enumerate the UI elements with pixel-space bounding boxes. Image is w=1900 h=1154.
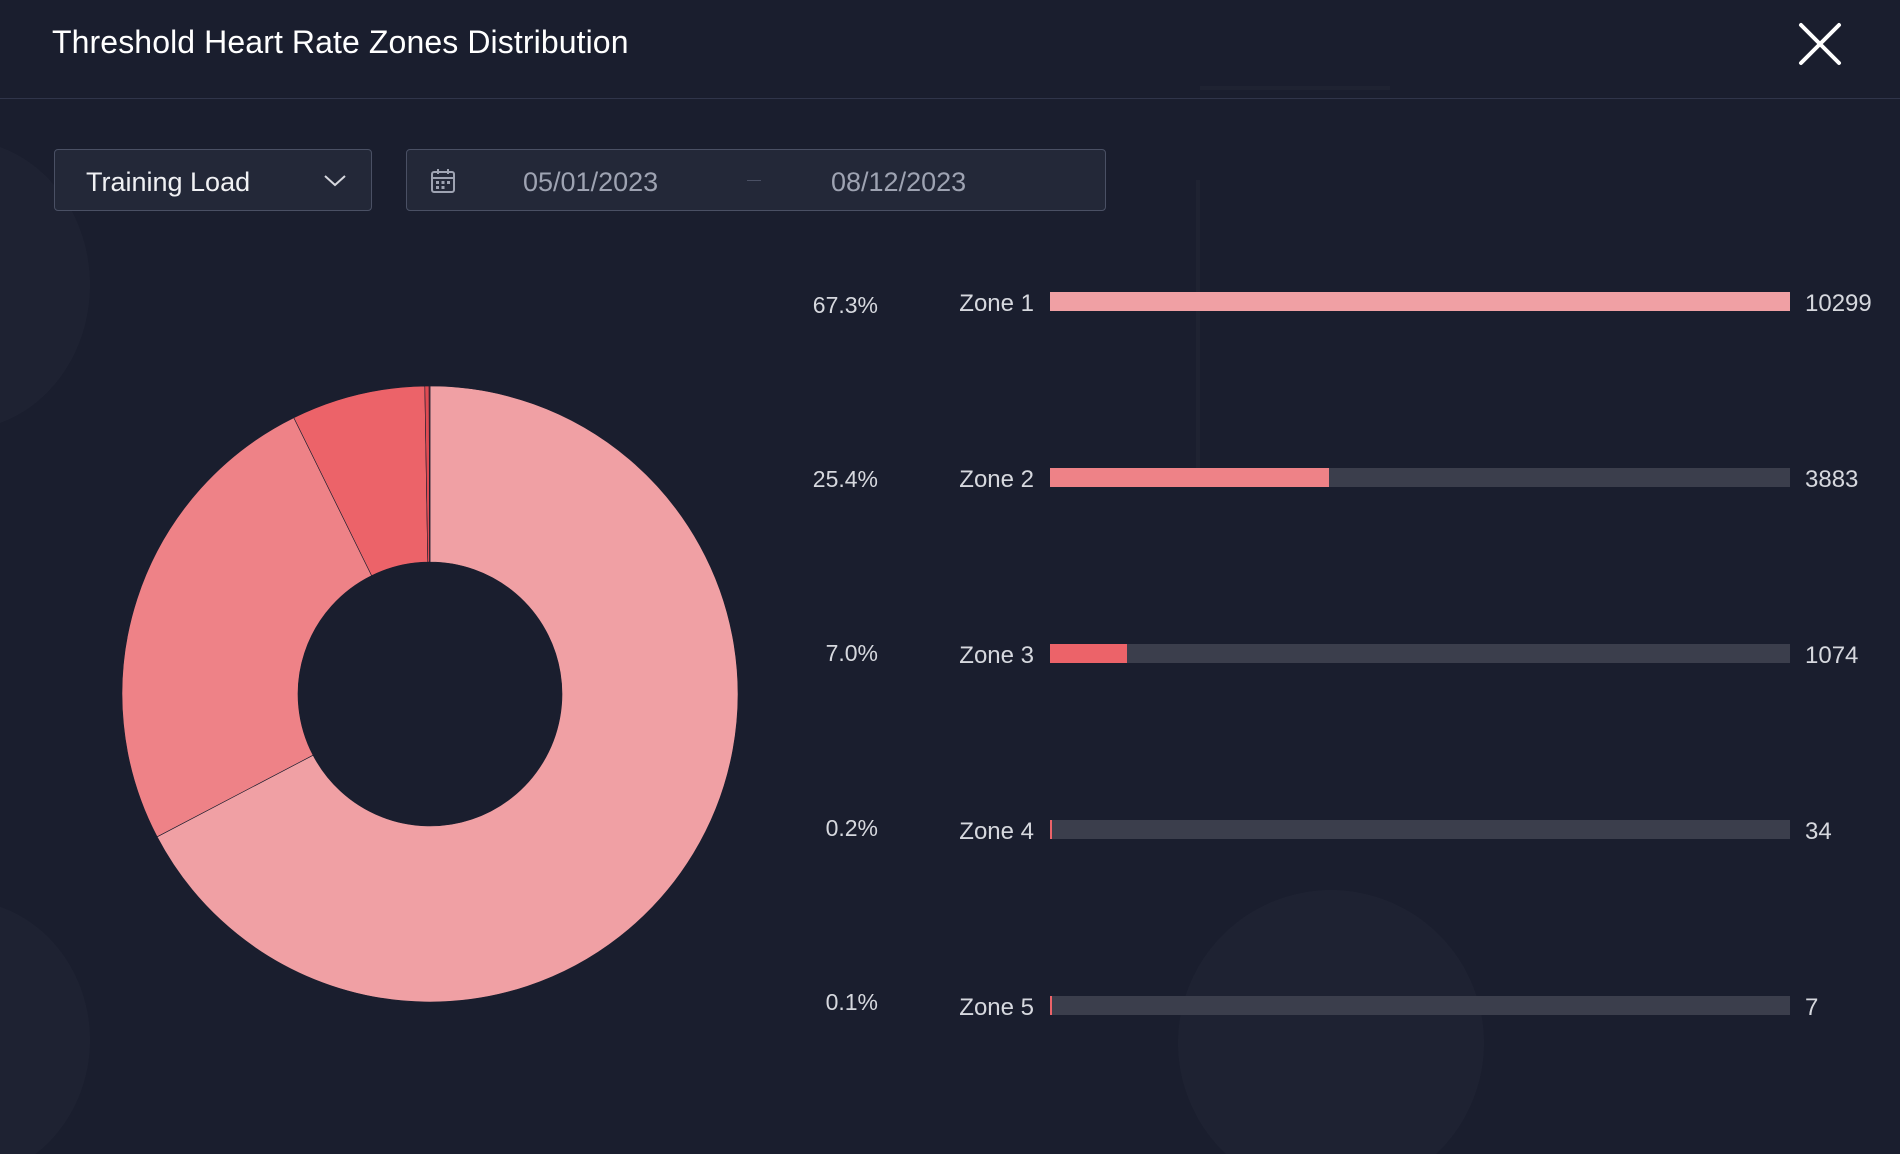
zone-5-bar [1050, 996, 1052, 1015]
zone-4-bar [1050, 820, 1053, 839]
zone-4-track [1050, 820, 1790, 839]
metric-select[interactable]: Training Load [54, 149, 372, 211]
zone-4-value: 34 [1805, 818, 1832, 845]
close-button[interactable] [1794, 18, 1846, 70]
metric-select-value: Training Load [86, 167, 251, 197]
donut-slice-zone-1 [156, 385, 739, 1003]
zone-3-label: Zone 3 [959, 642, 1034, 669]
zone-4-percent: 0.2% [825, 815, 878, 841]
calendar-icon [431, 169, 455, 193]
zone-2-bar [1050, 468, 1329, 487]
date-range-picker[interactable]: 05/01/2023 08/12/2023 [406, 149, 1106, 211]
zone-3-track [1050, 644, 1790, 663]
dialog-header: Threshold Heart Rate Zones Distribution [0, 0, 1900, 99]
zone-5-value: 7 [1805, 994, 1819, 1021]
zone-1-track [1050, 292, 1790, 311]
zone-2-percent: 25.4% [812, 466, 878, 492]
zone-row: Zone 4 34 [0, 818, 1900, 845]
dialog-title: Threshold Heart Rate Zones Distribution [52, 24, 629, 60]
date-start-input[interactable]: 05/01/2023 [523, 167, 659, 197]
background-ghost-line [1196, 180, 1200, 470]
chevron-down-icon [324, 175, 346, 187]
date-end-input[interactable]: 08/12/2023 [831, 167, 967, 197]
donut-slice-zone-5 [428, 385, 431, 563]
zone-2-label: Zone 2 [959, 466, 1034, 493]
zone-1-bar [1050, 292, 1790, 311]
zone-5-track [1050, 996, 1790, 1015]
zone-row: Zone 5 7 [0, 994, 1900, 1021]
zone-1-value: 10299 [1805, 290, 1872, 317]
date-separator [747, 180, 761, 181]
zones-donut-chart [121, 385, 739, 1003]
zone-5-label: Zone 5 [959, 994, 1034, 1021]
background-ghost-ring [0, 900, 90, 1154]
zone-row: Zone 1 10299 [0, 290, 1900, 317]
background-ghost-ring [1178, 890, 1484, 1154]
zone-3-percent: 7.0% [825, 640, 878, 666]
zone-1-label: Zone 1 [959, 290, 1034, 317]
zone-2-track [1050, 468, 1790, 487]
close-icon [1799, 23, 1841, 65]
zone-row: Zone 2 3883 [0, 466, 1900, 493]
zone-2-value: 3883 [1805, 466, 1859, 493]
zone-1-percent: 67.3% [812, 292, 878, 318]
zone-row: Zone 3 1074 [0, 642, 1900, 669]
donut-slice-zone-2 [121, 417, 373, 838]
zone-3-bar [1050, 644, 1128, 663]
zone-4-label: Zone 4 [959, 818, 1034, 845]
zone-5-percent: 0.1% [825, 989, 878, 1015]
zone-3-value: 1074 [1805, 642, 1859, 669]
